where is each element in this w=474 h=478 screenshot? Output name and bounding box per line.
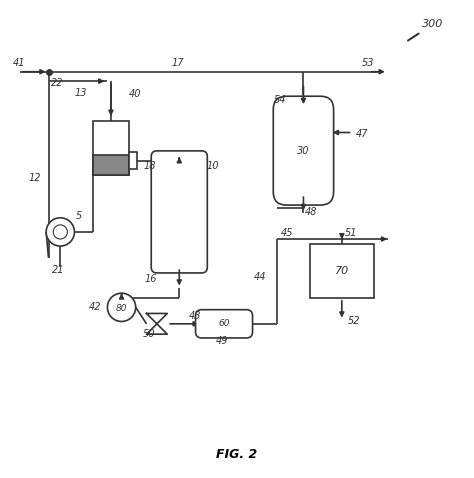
Text: 60: 60 xyxy=(219,319,230,328)
Circle shape xyxy=(53,225,67,239)
Text: 54: 54 xyxy=(274,95,286,105)
Text: 41: 41 xyxy=(13,58,26,68)
Text: 21: 21 xyxy=(52,265,65,275)
Text: 12: 12 xyxy=(29,173,41,183)
Text: 13: 13 xyxy=(74,88,87,98)
Text: 70: 70 xyxy=(335,266,349,276)
FancyBboxPatch shape xyxy=(196,310,253,338)
Text: 40: 40 xyxy=(128,89,141,99)
Text: 48: 48 xyxy=(305,206,318,217)
Text: 16: 16 xyxy=(144,274,157,284)
FancyBboxPatch shape xyxy=(273,96,334,205)
Text: 5: 5 xyxy=(76,211,82,221)
Text: 80: 80 xyxy=(116,304,128,313)
Text: 30: 30 xyxy=(297,146,310,156)
Circle shape xyxy=(46,218,74,246)
FancyBboxPatch shape xyxy=(93,155,128,175)
FancyBboxPatch shape xyxy=(128,152,137,169)
Text: 42: 42 xyxy=(89,302,101,312)
Text: 300: 300 xyxy=(408,19,444,41)
Text: 53: 53 xyxy=(362,58,374,68)
Text: 50: 50 xyxy=(143,329,155,339)
Text: 51: 51 xyxy=(345,228,357,239)
Text: 10: 10 xyxy=(206,161,219,171)
FancyBboxPatch shape xyxy=(151,151,207,273)
Text: 52: 52 xyxy=(348,315,361,326)
Text: 43: 43 xyxy=(189,311,201,321)
Text: 22: 22 xyxy=(51,78,64,88)
Text: 45: 45 xyxy=(280,228,293,238)
Text: 18: 18 xyxy=(144,161,156,171)
FancyBboxPatch shape xyxy=(310,244,374,298)
FancyBboxPatch shape xyxy=(93,121,128,175)
Text: 17: 17 xyxy=(171,58,183,68)
Text: FIG. 2: FIG. 2 xyxy=(216,448,258,461)
Text: 44: 44 xyxy=(254,272,266,282)
Text: 49: 49 xyxy=(216,336,228,346)
Circle shape xyxy=(108,293,136,322)
Text: 47: 47 xyxy=(356,129,368,139)
